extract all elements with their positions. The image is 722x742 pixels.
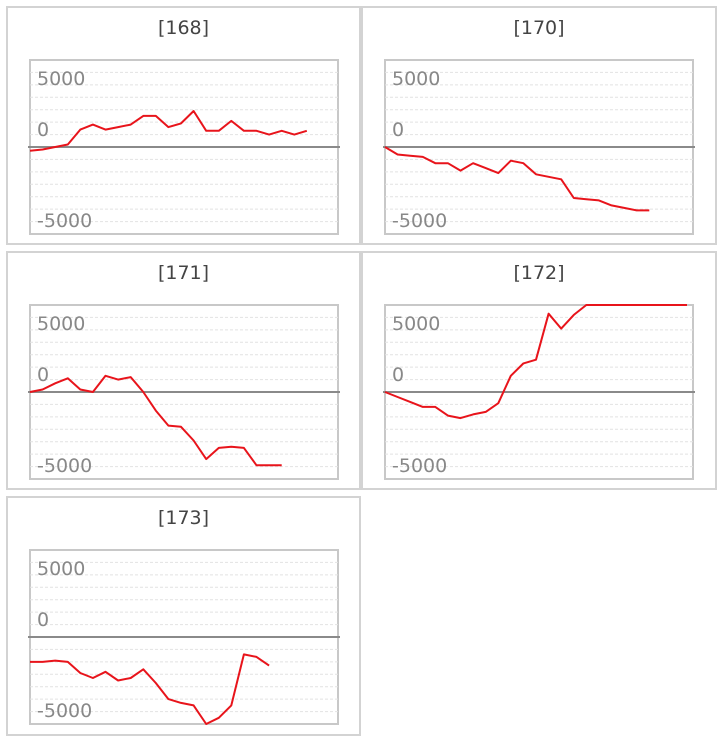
chart-title: [170] xyxy=(513,17,565,39)
chart-title: [173] xyxy=(157,507,210,529)
y-tick-label: -5000 xyxy=(37,210,92,232)
y-tick-label: 0 xyxy=(37,119,49,141)
y-tick-label: 0 xyxy=(37,364,49,386)
chart-panel-170: [170] 5000 0 -5000 xyxy=(361,6,717,245)
chart-panel-173: [173] 5000 0 -5000 xyxy=(6,496,361,736)
y-tick-label: 0 xyxy=(37,609,49,631)
y-tick-label: 0 xyxy=(392,364,404,386)
chart-172: 5000 0 -5000 xyxy=(383,304,695,480)
y-tick-label: -5000 xyxy=(37,700,92,722)
chart-title: [171] xyxy=(157,262,210,284)
y-tick-label: 5000 xyxy=(392,68,440,90)
y-tick-label: -5000 xyxy=(392,210,447,232)
chart-170: 5000 0 -5000 xyxy=(383,59,695,235)
y-tick-label: 5000 xyxy=(37,68,85,90)
chart-title: [168] xyxy=(157,17,210,39)
y-tick-label: 0 xyxy=(392,119,404,141)
series-line xyxy=(384,304,687,420)
y-tick-label: 5000 xyxy=(37,558,85,580)
chart-173: 5000 0 -5000 xyxy=(28,549,340,725)
y-tick-label: 5000 xyxy=(392,313,440,335)
chart-panel-172: [172] 5000 0 -5000 xyxy=(361,251,717,490)
y-tick-label: -5000 xyxy=(392,455,447,477)
y-tick-label: -5000 xyxy=(37,455,92,477)
chart-title: [172] xyxy=(513,262,565,284)
chart-panel-168: [168] 5000 0 -5000 xyxy=(6,6,361,245)
chart-171: 5000 0 -5000 xyxy=(28,304,340,480)
chart-panel-171: [171] 5000 0 -5000 xyxy=(6,251,361,490)
series-line xyxy=(384,146,650,212)
series-line xyxy=(29,374,282,467)
chart-168: 5000 0 -5000 xyxy=(28,59,340,235)
y-tick-label: 5000 xyxy=(37,313,85,335)
series-line xyxy=(29,110,308,152)
series-line xyxy=(30,653,270,725)
